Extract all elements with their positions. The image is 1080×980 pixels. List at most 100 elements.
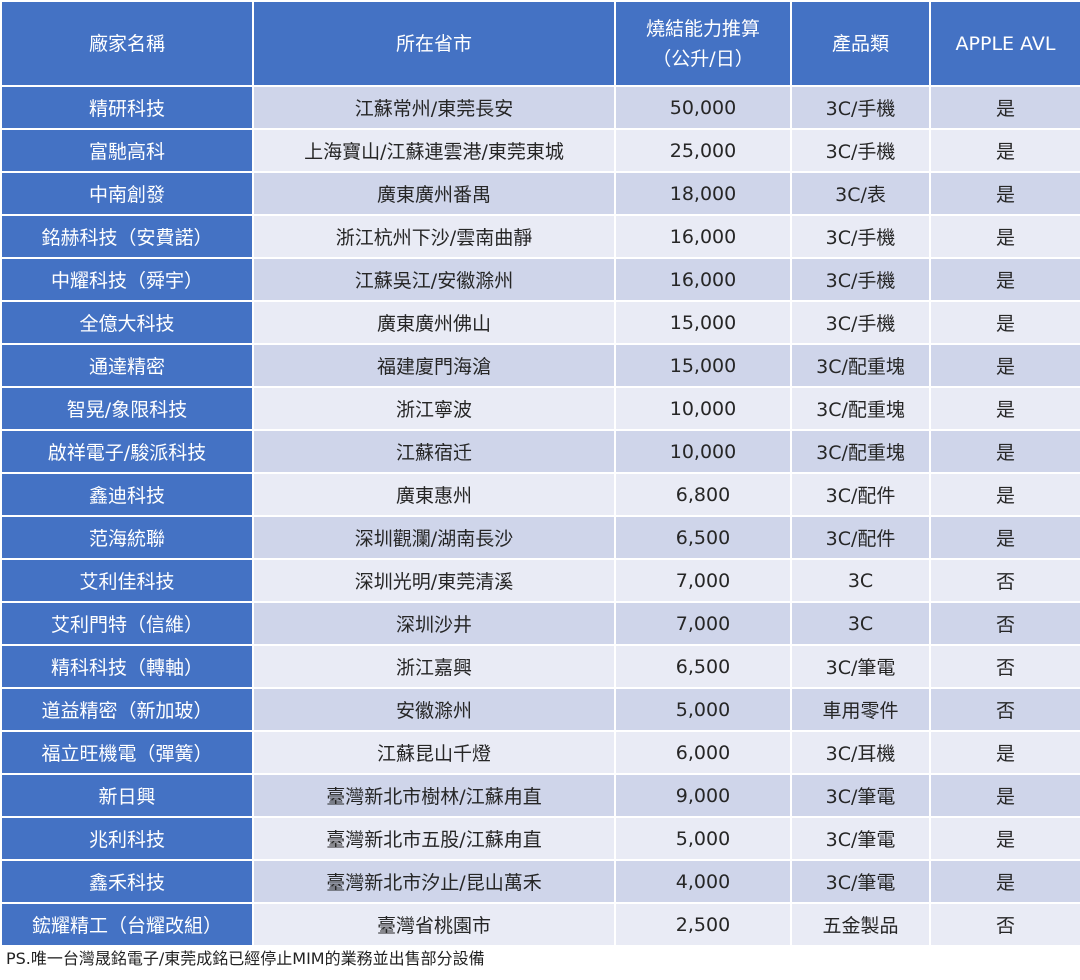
category-cell: 3C [790, 601, 931, 646]
factory-name-cell: 新日興 [0, 773, 254, 818]
header-apple-avl: APPLE AVL [929, 0, 1080, 87]
capacity-cell: 6,500 [614, 644, 792, 689]
table-row: 福立旺機電（彈簧） 江蘇昆山千燈 6,000 3C/耳機 是 [0, 730, 1080, 775]
capacity-cell: 10,000 [614, 429, 792, 474]
apple-avl-cell: 否 [929, 558, 1080, 603]
capacity-cell: 18,000 [614, 171, 792, 216]
table-row: 道益精密（新加玻） 安徽滁州 5,000 車用零件 否 [0, 687, 1080, 732]
table-row: 艾利門特（信維） 深圳沙井 7,000 3C 否 [0, 601, 1080, 646]
table-row: 兆利科技 臺灣新北市五股/江蘇甪直 5,000 3C/筆電 是 [0, 816, 1080, 861]
factory-name-cell: 中耀科技（舜宇） [0, 257, 254, 302]
factory-name-cell: 啟祥電子/駿派科技 [0, 429, 254, 474]
table-row: 富馳高科 上海寶山/江蘇連雲港/東莞東城 25,000 3C/手機 是 [0, 128, 1080, 173]
location-cell: 廣東廣州番禺 [252, 171, 616, 216]
capacity-cell: 4,000 [614, 859, 792, 904]
category-cell: 3C/配重塊 [790, 386, 931, 431]
location-cell: 臺灣省桃園市 [252, 902, 616, 947]
apple-avl-cell: 否 [929, 687, 1080, 732]
header-category: 產品類 [790, 0, 931, 87]
table-row: 范海統聯 深圳觀瀾/湖南長沙 6,500 3C/配件 是 [0, 515, 1080, 560]
category-cell: 3C/配重塊 [790, 343, 931, 388]
factory-name-cell: 中南創發 [0, 171, 254, 216]
capacity-cell: 2,500 [614, 902, 792, 947]
factory-name-cell: 全億大科技 [0, 300, 254, 345]
location-cell: 廣東惠州 [252, 472, 616, 517]
location-cell: 浙江嘉興 [252, 644, 616, 689]
apple-avl-cell: 是 [929, 859, 1080, 904]
apple-avl-cell: 是 [929, 386, 1080, 431]
table-row: 精研科技 江蘇常州/東莞長安 50,000 3C/手機 是 [0, 85, 1080, 130]
location-cell: 臺灣新北市汐止/昆山萬禾 [252, 859, 616, 904]
category-cell: 3C/筆電 [790, 816, 931, 861]
apple-avl-cell: 是 [929, 472, 1080, 517]
apple-avl-cell: 是 [929, 85, 1080, 130]
capacity-cell: 10,000 [614, 386, 792, 431]
table-row: 中耀科技（舜宇） 江蘇吳江/安徽滁州 16,000 3C/手機 是 [0, 257, 1080, 302]
table-row: 鑫迪科技 廣東惠州 6,800 3C/配件 是 [0, 472, 1080, 517]
table-row: 智晃/象限科技 浙江寧波 10,000 3C/配重塊 是 [0, 386, 1080, 431]
factory-name-cell: 道益精密（新加玻） [0, 687, 254, 732]
apple-avl-cell: 否 [929, 902, 1080, 947]
apple-avl-cell: 是 [929, 515, 1080, 560]
apple-avl-cell: 是 [929, 816, 1080, 861]
factory-name-cell: 精科科技（轉軸） [0, 644, 254, 689]
factory-name-cell: 鑫禾科技 [0, 859, 254, 904]
mim-factory-table: 廠家名稱 所在省市 燒結能力推算 （公升/日） 產品類 APPLE AVL 精研… [0, 0, 1080, 947]
category-cell: 3C/手機 [790, 214, 931, 259]
factory-table-container: 廠家名稱 所在省市 燒結能力推算 （公升/日） 產品類 APPLE AVL 精研… [0, 0, 1080, 947]
header-capacity-line1: 燒結能力推算 [645, 17, 760, 40]
capacity-cell: 15,000 [614, 343, 792, 388]
capacity-cell: 50,000 [614, 85, 792, 130]
factory-name-cell: 艾利門特（信維） [0, 601, 254, 646]
table-row: 精科科技（轉軸） 浙江嘉興 6,500 3C/筆電 否 [0, 644, 1080, 689]
category-cell: 3C/配件 [790, 472, 931, 517]
capacity-cell: 6,500 [614, 515, 792, 560]
header-row: 廠家名稱 所在省市 燒結能力推算 （公升/日） 產品類 APPLE AVL [0, 0, 1080, 87]
apple-avl-cell: 否 [929, 601, 1080, 646]
apple-avl-cell: 是 [929, 773, 1080, 818]
category-cell: 車用零件 [790, 687, 931, 732]
capacity-cell: 7,000 [614, 558, 792, 603]
capacity-cell: 16,000 [614, 214, 792, 259]
capacity-cell: 15,000 [614, 300, 792, 345]
apple-avl-cell: 是 [929, 429, 1080, 474]
table-row: 新日興 臺灣新北市樹林/江蘇甪直 9,000 3C/筆電 是 [0, 773, 1080, 818]
factory-name-cell: 銘赫科技（安費諾） [0, 214, 254, 259]
category-cell: 3C/配件 [790, 515, 931, 560]
location-cell: 深圳光明/東莞清溪 [252, 558, 616, 603]
apple-avl-cell: 是 [929, 300, 1080, 345]
table-body: 精研科技 江蘇常州/東莞長安 50,000 3C/手機 是 富馳高科 上海寶山/… [0, 85, 1080, 947]
header-factory-name: 廠家名稱 [0, 0, 254, 87]
factory-name-cell: 福立旺機電（彈簧） [0, 730, 254, 775]
table-row: 銘赫科技（安費諾） 浙江杭州下沙/雲南曲靜 16,000 3C/手機 是 [0, 214, 1080, 259]
header-capacity-line2: （公升/日） [652, 47, 754, 70]
apple-avl-cell: 是 [929, 214, 1080, 259]
factory-name-cell: 富馳高科 [0, 128, 254, 173]
location-cell: 上海寶山/江蘇連雲港/東莞東城 [252, 128, 616, 173]
factory-name-cell: 智晃/象限科技 [0, 386, 254, 431]
category-cell: 3C/手機 [790, 128, 931, 173]
factory-name-cell: 精研科技 [0, 85, 254, 130]
factory-name-cell: 范海統聯 [0, 515, 254, 560]
category-cell: 五金製品 [790, 902, 931, 947]
factory-name-cell: 兆利科技 [0, 816, 254, 861]
category-cell: 3C/配重塊 [790, 429, 931, 474]
apple-avl-cell: 是 [929, 171, 1080, 216]
category-cell: 3C/手機 [790, 300, 931, 345]
category-cell: 3C/手機 [790, 257, 931, 302]
table-row: 全億大科技 廣東廣州佛山 15,000 3C/手機 是 [0, 300, 1080, 345]
apple-avl-cell: 是 [929, 257, 1080, 302]
table-row: 通達精密 福建廈門海滄 15,000 3C/配重塊 是 [0, 343, 1080, 388]
factory-name-cell: 鑫迪科技 [0, 472, 254, 517]
table-row: 鑫禾科技 臺灣新北市汐止/昆山萬禾 4,000 3C/筆電 是 [0, 859, 1080, 904]
category-cell: 3C/筆電 [790, 644, 931, 689]
category-cell: 3C/表 [790, 171, 931, 216]
location-cell: 浙江寧波 [252, 386, 616, 431]
table-row: 中南創發 廣東廣州番禺 18,000 3C/表 是 [0, 171, 1080, 216]
location-cell: 江蘇吳江/安徽滁州 [252, 257, 616, 302]
location-cell: 廣東廣州佛山 [252, 300, 616, 345]
header-location: 所在省市 [252, 0, 616, 87]
capacity-cell: 6,000 [614, 730, 792, 775]
location-cell: 安徽滁州 [252, 687, 616, 732]
category-cell: 3C/手機 [790, 85, 931, 130]
